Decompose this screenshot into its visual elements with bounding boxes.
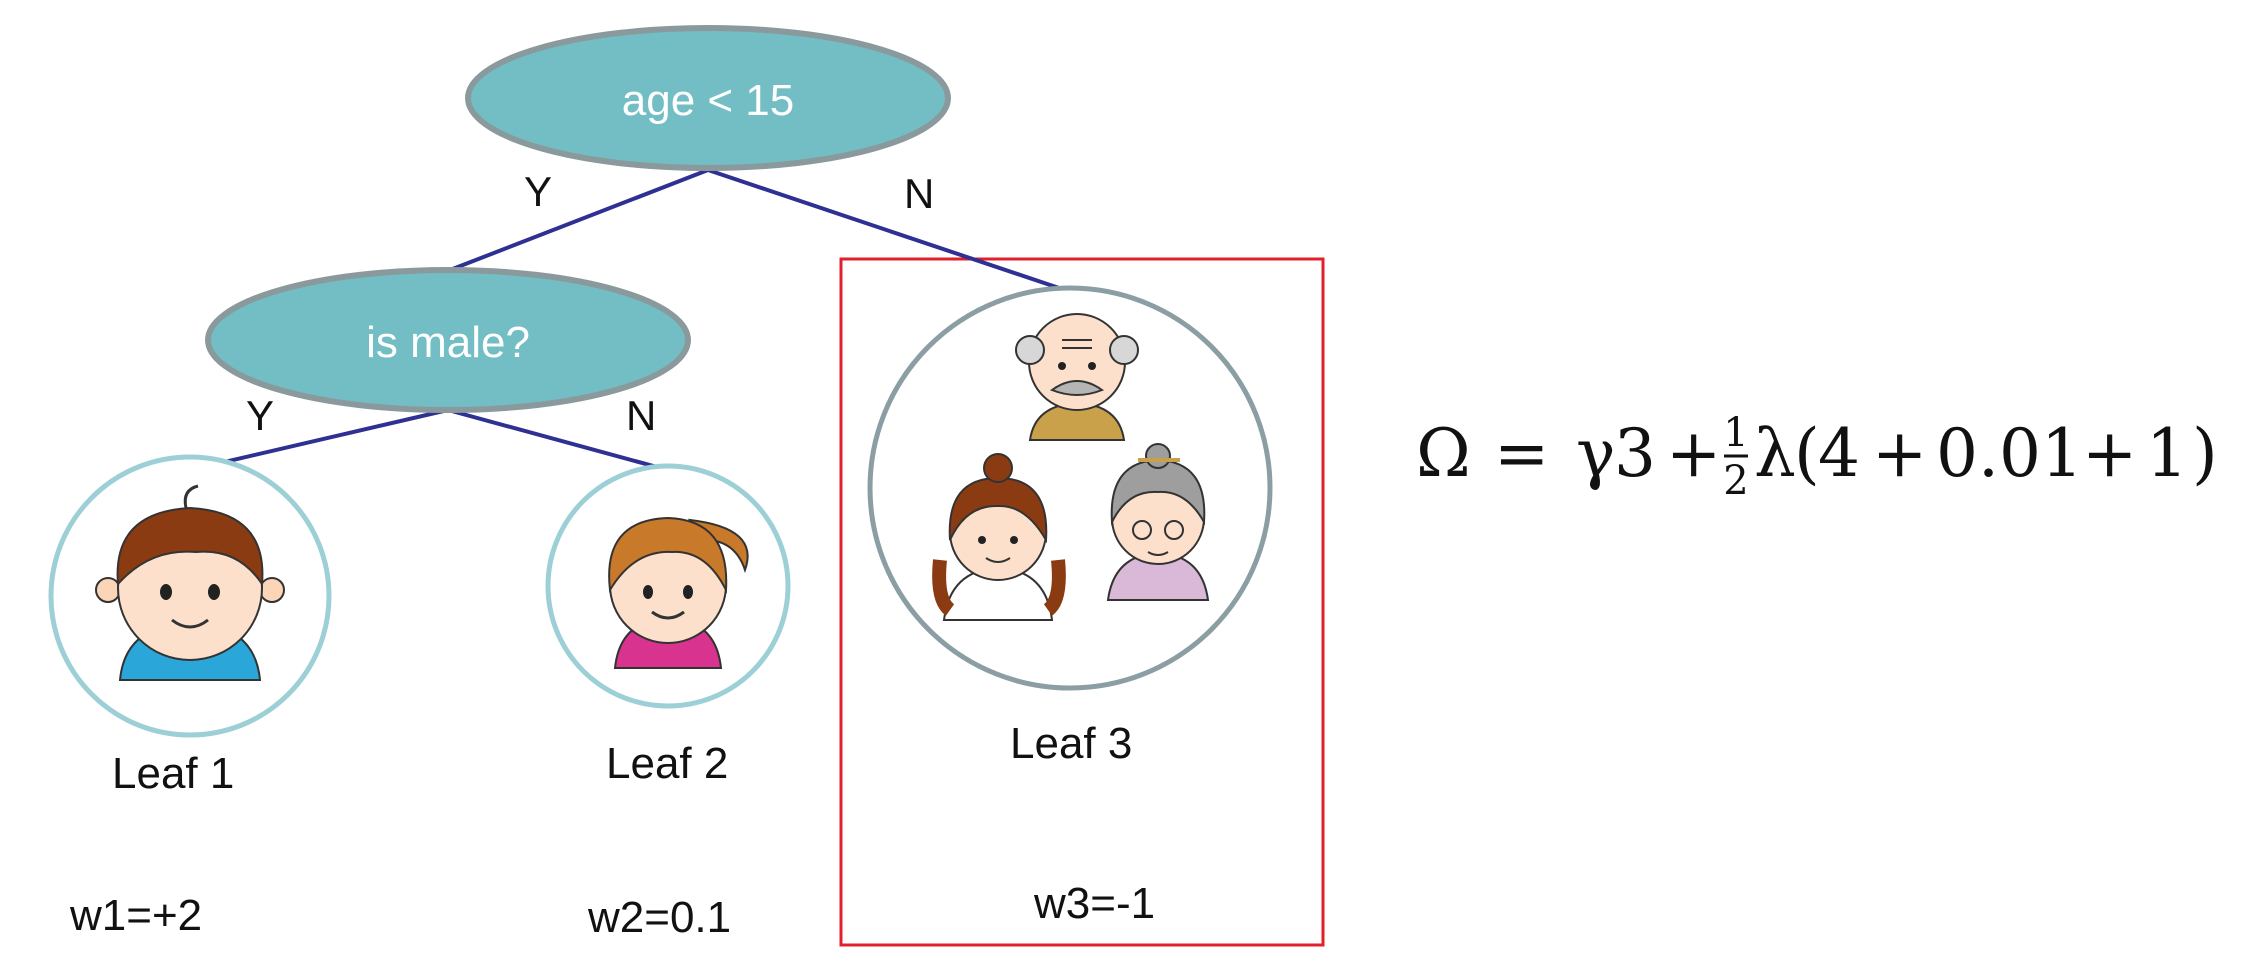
formula-frac-den: 2 — [1723, 458, 1748, 504]
edge-root-yes — [449, 168, 709, 272]
leaf3-weight: w3=-1 — [1033, 879, 1155, 928]
formula-omega: Ω — [1416, 415, 1471, 492]
leaf2-weight: w2=0.1 — [587, 893, 731, 942]
leaf-1: Leaf 1 w1=+2 — [48, 454, 332, 940]
edge-male-no — [447, 408, 669, 472]
regularization-formula: Ω = γ 3 + 1 2 λ ( 4 + 0.01 + 1 ) — [1416, 410, 2218, 504]
leaf3-label: Leaf 3 — [1010, 719, 1132, 768]
root-node-label: age < 15 — [622, 76, 795, 125]
leaf1-label: Leaf 1 — [112, 749, 234, 798]
formula-equals: = — [1494, 415, 1549, 492]
edge-label-root-yes: Y — [524, 168, 552, 215]
formula-frac-num: 1 — [1723, 410, 1748, 456]
root-node — [465, 25, 951, 171]
edge-label-male-no: N — [626, 392, 656, 439]
leaf2-label: Leaf 2 — [606, 739, 728, 788]
girl-icon — [608, 516, 749, 669]
leaf-3: Leaf 3 w3=-1 — [867, 285, 1273, 928]
edge-male-yes — [189, 408, 449, 472]
formula-open-paren: ( — [1794, 415, 1820, 492]
formula-gamma: γ — [1576, 415, 1615, 492]
formula-plus-2: + — [1872, 415, 1927, 492]
formula-term-1: 4 — [1818, 415, 1860, 492]
leaf-2: Leaf 2 w2=0.1 — [545, 463, 791, 942]
formula-close-paren: ) — [2192, 415, 2218, 492]
formula-term-2: 0.01 — [1936, 415, 2083, 492]
formula-plus-1: + — [1666, 415, 1721, 492]
edge-root-no — [707, 168, 1066, 292]
formula-term-3: 1 — [2146, 415, 2188, 492]
mother-icon — [932, 453, 1066, 621]
leaf1-weight: w1=+2 — [69, 891, 202, 940]
male-node — [205, 267, 691, 413]
formula-plus-3: + — [2082, 415, 2137, 492]
grandma-icon — [1106, 443, 1210, 601]
leaf3-highlight-box — [839, 257, 1325, 947]
boy-icon — [95, 484, 285, 681]
formula-leaf-count: 3 — [1614, 415, 1656, 492]
male-node-label: is male? — [366, 318, 530, 367]
formula-lambda: λ — [1754, 415, 1796, 492]
grandpa-icon — [1015, 313, 1139, 441]
edge-label-root-no: N — [904, 170, 934, 217]
edge-label-male-yes: Y — [246, 392, 274, 439]
